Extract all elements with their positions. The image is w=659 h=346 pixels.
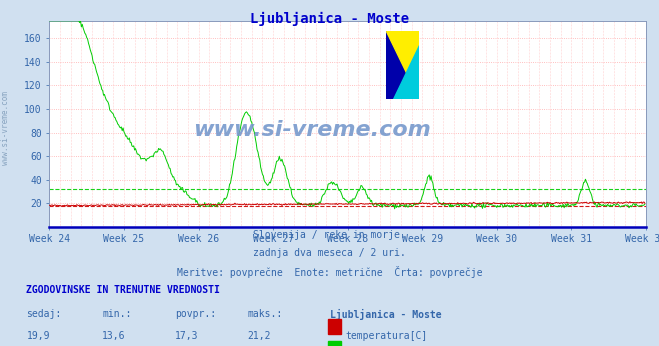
- Text: ZGODOVINSKE IN TRENUTNE VREDNOSTI: ZGODOVINSKE IN TRENUTNE VREDNOSTI: [26, 285, 220, 295]
- Text: 13,6: 13,6: [102, 331, 126, 342]
- Text: maks.:: maks.:: [247, 309, 282, 319]
- Text: Meritve: povprečne  Enote: metrične  Črta: povprečje: Meritve: povprečne Enote: metrične Črta:…: [177, 266, 482, 278]
- Text: Ljubljanica - Moste: Ljubljanica - Moste: [250, 12, 409, 26]
- Text: zadnja dva meseca / 2 uri.: zadnja dva meseca / 2 uri.: [253, 248, 406, 258]
- Text: 21,2: 21,2: [247, 331, 271, 342]
- Text: temperatura[C]: temperatura[C]: [345, 331, 428, 342]
- Text: 17,3: 17,3: [175, 331, 198, 342]
- Text: sedaj:: sedaj:: [26, 309, 61, 319]
- Text: 19,9: 19,9: [26, 331, 50, 342]
- Text: www.si-vreme.com: www.si-vreme.com: [193, 120, 431, 140]
- Text: Slovenija / reke in morje.: Slovenija / reke in morje.: [253, 230, 406, 240]
- Text: www.si-vreme.com: www.si-vreme.com: [1, 91, 10, 165]
- Text: min.:: min.:: [102, 309, 132, 319]
- Text: povpr.:: povpr.:: [175, 309, 215, 319]
- Text: Ljubljanica - Moste: Ljubljanica - Moste: [330, 309, 441, 320]
